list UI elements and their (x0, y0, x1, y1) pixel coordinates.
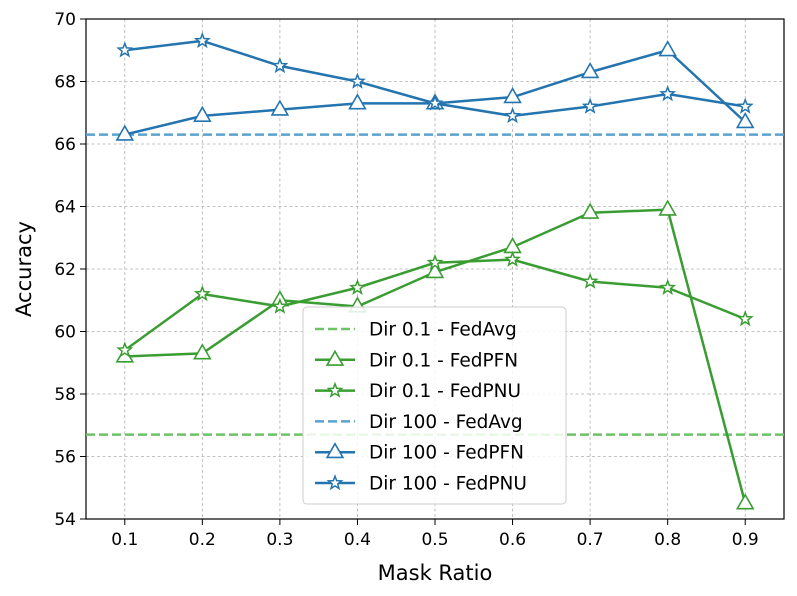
legend-marker (325, 349, 345, 366)
y-tick-label: 68 (54, 73, 76, 93)
x-tick-label: 0.9 (732, 530, 759, 550)
legend: Dir 0.1 - FedAvg Dir 0.1 - FedPFN Dir 0.1 … (302, 306, 567, 505)
x-tick-label: 0.5 (421, 530, 448, 550)
data-point (659, 85, 677, 102)
data-point (581, 272, 599, 289)
legend-entry: Dir 100 - FedAvg (315, 412, 523, 433)
data-point (193, 31, 211, 49)
legend-label: Dir 0.1 - FedPFN (369, 350, 518, 371)
legend-marker (325, 442, 345, 459)
data-point (348, 278, 366, 295)
data-point (116, 41, 134, 58)
data-point (580, 202, 600, 219)
data-point (659, 278, 677, 295)
x-tick-label: 0.4 (344, 530, 371, 550)
data-point (271, 56, 289, 74)
x-tick-label: 0.2 (189, 530, 216, 550)
legend-entry: Dir 0.1 - FedPNU (315, 381, 521, 402)
data-point (503, 87, 522, 104)
x-tick-label: 0.8 (654, 530, 681, 550)
y-tick-label: 54 (54, 510, 76, 530)
data-point (658, 40, 677, 57)
y-tick-label: 58 (54, 385, 76, 405)
data-point (348, 93, 367, 110)
legend-label: Dir 0.1 - FedAvg (369, 320, 517, 341)
data-point (735, 493, 755, 510)
legend-label: Dir 100 - FedPFN (369, 443, 524, 464)
data-point (193, 343, 212, 360)
legend-entry: Dir 100 - FedPNU (315, 474, 527, 495)
data-point (115, 124, 135, 141)
legend-box (302, 306, 567, 505)
data-point (658, 199, 677, 216)
data-point (116, 341, 134, 358)
y-tick-label: 70 (54, 10, 76, 30)
data-point (504, 250, 522, 267)
legend-marker (326, 474, 344, 491)
series-dir-100-fedpnu (116, 31, 754, 124)
data-point (426, 94, 444, 111)
series-group (86, 31, 784, 510)
y-tick-label: 66 (54, 135, 76, 155)
legend-label: Dir 100 - FedAvg (369, 412, 523, 433)
x-tick-label: 0.7 (577, 530, 604, 550)
legend-entry: Dir 0.1 - FedAvg (315, 320, 517, 341)
plot-frame (85, 18, 785, 520)
x-tick-label: 0.3 (266, 530, 293, 550)
data-point (348, 72, 366, 89)
data-point (735, 112, 755, 129)
x-tick-label: 0.1 (111, 530, 138, 550)
y-axis-label: Accuracy (12, 221, 36, 317)
legend-entry: Dir 100 - FedPFN (315, 442, 524, 464)
y-tick-label: 62 (54, 260, 76, 280)
data-point (426, 253, 444, 270)
data-point (580, 62, 600, 79)
y-tick-label: 56 (54, 448, 76, 468)
x-axis-label: Mask Ratio (378, 561, 493, 585)
legend-label: Dir 0.1 - FedPNU (369, 381, 521, 402)
data-point (193, 105, 212, 122)
y-tick-label: 60 (54, 323, 76, 343)
legend-marker (326, 381, 344, 398)
data-point (581, 97, 599, 114)
axes: 0.1 0.2 0.3 0.4 0.5 0.6 0.7 0.8 0.9 54 56 58 60 62 64 6… (54, 10, 785, 550)
data-point (270, 99, 290, 116)
data-point (736, 310, 754, 327)
x-tick-label: 0.6 (499, 530, 526, 550)
legend-label: Dir 100 - FedPNU (369, 474, 527, 495)
legend-entry: Dir 0.1 - FedPFN (315, 349, 518, 371)
data-point (504, 106, 522, 124)
data-point (736, 97, 754, 114)
series-dir-0-1-fedpnu (116, 250, 754, 358)
data-point (193, 285, 211, 302)
data-point (271, 297, 289, 314)
data-point (425, 262, 445, 279)
y-tick-label: 64 (54, 198, 76, 218)
series-dir-0-1-fedpfn (115, 199, 755, 510)
